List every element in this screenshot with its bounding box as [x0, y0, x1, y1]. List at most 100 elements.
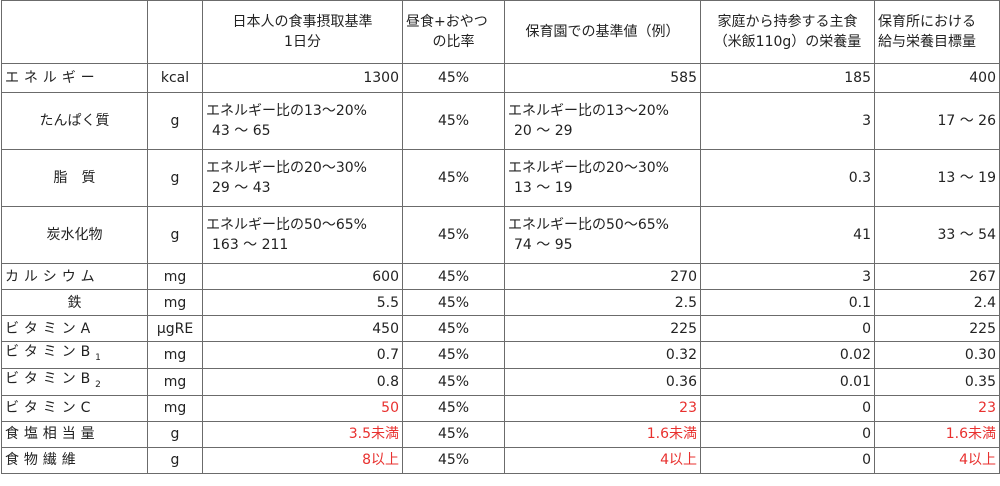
home-value: 0: [700, 394, 875, 422]
unit-cell: mg: [147, 289, 203, 316]
unit-cell: g: [147, 206, 203, 264]
std-value: 450: [202, 315, 403, 342]
nutrition-table: 日本人の食事摂取基準 1日分 昼食+おやつ の比率 保育園での基準値（例） 家庭から…: [1, 0, 1000, 474]
header-nursery: 保育園での基準値（例）: [504, 0, 701, 64]
nutrient-name: カルシウム: [1, 263, 148, 290]
nutrient-name: 脂 質: [1, 149, 148, 207]
target-value: 23: [874, 394, 1000, 422]
std-value: 3.5未満: [202, 420, 403, 448]
nutrient-name: 食物繊維: [1, 446, 148, 474]
header-ratio: 昼食+おやつ の比率: [402, 0, 505, 64]
ratio-value: 45%: [402, 446, 505, 474]
header-row: 日本人の食事摂取基準 1日分 昼食+おやつ の比率 保育園での基準値（例） 家庭から…: [1, 0, 1000, 64]
nursery-value: 225: [504, 315, 701, 342]
target-value: 1.6未満: [874, 420, 1000, 448]
nutrient-name: ビタミンB1: [1, 341, 148, 369]
target-value: 400: [874, 63, 1000, 93]
nutrient-name: 食塩相当量: [1, 420, 148, 448]
unit-cell: mg: [147, 394, 203, 422]
table-row: 脂 質 g エネルギー比の20〜30% 29 〜 43 45% エネルギー比の20…: [1, 149, 1000, 207]
home-value: 0: [700, 446, 875, 474]
nutrient-name: エネルギー: [1, 63, 148, 93]
nursery-value: 0.36: [504, 367, 701, 396]
table-row: 食塩相当量 g 3.5未満 45% 1.6未満 0 1.6未満: [1, 420, 1000, 448]
unit-cell: g: [147, 446, 203, 474]
target-value: 0.35: [874, 367, 1000, 396]
ratio-value: 45%: [402, 420, 505, 448]
nursery-value: 4以上: [504, 446, 701, 474]
nutrient-name: ビタミンC: [1, 394, 148, 422]
target-value: 33 〜 54: [874, 206, 1000, 264]
std-value: 8以上: [202, 446, 403, 474]
nursery-value: 585: [504, 63, 701, 93]
home-value: 0.3: [700, 149, 875, 207]
nutrient-name: 炭水化物: [1, 206, 148, 264]
unit-cell: mg: [147, 263, 203, 290]
target-value: 4以上: [874, 446, 1000, 474]
table-row: 食物繊維 g 8以上 45% 4以上 0 4以上: [1, 446, 1000, 474]
home-value: 0.1: [700, 289, 875, 316]
nutrient-name: ビタミンB2: [1, 367, 148, 396]
ratio-value: 45%: [402, 263, 505, 290]
home-value: 0.02: [700, 341, 875, 369]
target-value: 13 〜 19: [874, 149, 1000, 207]
header-home: 家庭から持参する主食 （米飯110g）の栄養量: [700, 0, 875, 64]
unit-cell: g: [147, 420, 203, 448]
std-value: エネルギー比の13〜20% 43 〜 65: [202, 92, 403, 150]
header-std: 日本人の食事摂取基準 1日分: [202, 0, 403, 64]
table-row: ビタミンB2 mg 0.8 45% 0.36 0.01 0.35: [1, 367, 1000, 396]
std-value: 0.8: [202, 367, 403, 396]
table-row: エネルギー kcal 1300 45% 585 185 400: [1, 63, 1000, 93]
header-blank-cell: [1, 0, 148, 64]
unit-cell: mg: [147, 367, 203, 396]
ratio-value: 45%: [402, 394, 505, 422]
ratio-value: 45%: [402, 289, 505, 316]
std-value: 600: [202, 263, 403, 290]
table-row: 鉄 mg 5.5 45% 2.5 0.1 2.4: [1, 289, 1000, 316]
unit-cell: g: [147, 92, 203, 150]
unit-cell: mg: [147, 341, 203, 369]
unit-cell: g: [147, 149, 203, 207]
table-row: たんぱく質 g エネルギー比の13〜20% 43 〜 65 45% エネルギー比の…: [1, 92, 1000, 150]
nursery-value: 23: [504, 394, 701, 422]
target-value: 267: [874, 263, 1000, 290]
ratio-value: 45%: [402, 367, 505, 396]
ratio-value: 45%: [402, 341, 505, 369]
nursery-value: 0.32: [504, 341, 701, 369]
ratio-value: 45%: [402, 315, 505, 342]
home-value: 3: [700, 92, 875, 150]
nursery-value: 270: [504, 263, 701, 290]
home-value: 185: [700, 63, 875, 93]
table-row: ビタミンC mg 50 45% 23 0 23: [1, 394, 1000, 422]
ratio-value: 45%: [402, 92, 505, 150]
ratio-value: 45%: [402, 63, 505, 93]
header-blank-cell: [147, 0, 203, 64]
nutrient-name: たんぱく質: [1, 92, 148, 150]
header-target: 保育所における 給与栄養目標量: [874, 0, 1000, 64]
std-value: 1300: [202, 63, 403, 93]
table-row: 炭水化物 g エネルギー比の50〜65% 163 〜 211 45% エネルギー比…: [1, 206, 1000, 264]
nursery-value: エネルギー比の20〜30% 13 〜 19: [504, 149, 701, 207]
table-row: カルシウム mg 600 45% 270 3 267: [1, 263, 1000, 290]
std-value: 5.5: [202, 289, 403, 316]
ratio-value: 45%: [402, 149, 505, 207]
target-value: 17 〜 26: [874, 92, 1000, 150]
home-value: 0.01: [700, 367, 875, 396]
std-value: エネルギー比の50〜65% 163 〜 211: [202, 206, 403, 264]
table-row: ビタミンB1 mg 0.7 45% 0.32 0.02 0.30: [1, 341, 1000, 369]
unit-cell: μgRE: [147, 315, 203, 342]
home-value: 3: [700, 263, 875, 290]
std-value: エネルギー比の20〜30% 29 〜 43: [202, 149, 403, 207]
home-value: 41: [700, 206, 875, 264]
nursery-value: 1.6未満: [504, 420, 701, 448]
target-value: 0.30: [874, 341, 1000, 369]
nursery-value: エネルギー比の50〜65% 74 〜 95: [504, 206, 701, 264]
table-row: ビタミンA μgRE 450 45% 225 0 225: [1, 315, 1000, 342]
unit-cell: kcal: [147, 63, 203, 93]
nutrient-name: ビタミンA: [1, 315, 148, 342]
nursery-value: エネルギー比の13〜20% 20 〜 29: [504, 92, 701, 150]
home-value: 0: [700, 420, 875, 448]
target-value: 225: [874, 315, 1000, 342]
home-value: 0: [700, 315, 875, 342]
nursery-value: 2.5: [504, 289, 701, 316]
